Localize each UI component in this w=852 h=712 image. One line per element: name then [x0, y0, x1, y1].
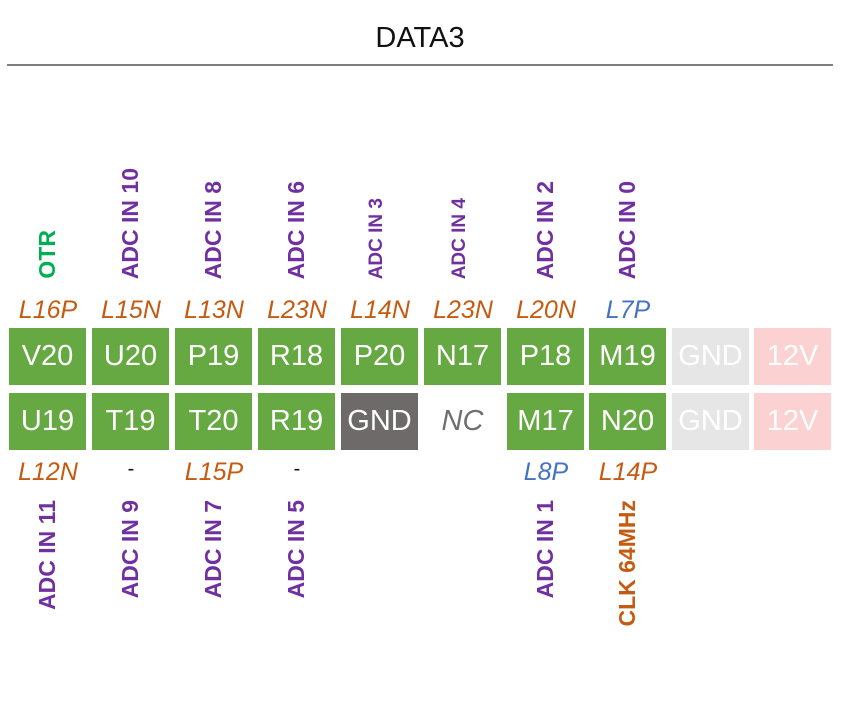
top-bank-label: L14N	[350, 296, 410, 324]
pin-r19: R19	[258, 393, 335, 450]
bottom-label-column: - ADC IN 9	[92, 458, 170, 648]
pin-12v: 12V	[754, 328, 831, 385]
bottom-signal-label: CLK 64MHz	[614, 500, 640, 627]
bottom-signal-label: ADC IN 9	[117, 500, 143, 599]
bottom-label-column	[424, 458, 502, 648]
bottom-bank-label: L14P	[598, 458, 658, 486]
pin-n17: N17	[424, 328, 501, 385]
top-label-column: ADC IN 3 L14N	[341, 150, 419, 325]
top-bank-label: L23N	[433, 296, 493, 324]
pin-v20: V20	[9, 328, 86, 385]
pin-u19: U19	[9, 393, 86, 450]
bottom-label-column: - ADC IN 5	[258, 458, 336, 648]
pin-gnd: GND	[672, 393, 749, 450]
bottom-bank-label: -	[293, 458, 301, 480]
pin-t20: T20	[175, 393, 252, 450]
title-divider	[7, 64, 833, 66]
top-signal-label: ADC IN 2	[532, 180, 558, 279]
bottom-label-column: L15P ADC IN 7	[175, 458, 253, 648]
top-bank-label: L16P	[18, 296, 78, 324]
pin-gnd: GND	[341, 393, 418, 450]
pin-m17: M17	[507, 393, 584, 450]
bottom-label-column: L12N ADC IN 11	[9, 458, 87, 648]
bottom-signal-label: ADC IN 5	[283, 500, 309, 599]
top-signal-label: ADC IN 4	[449, 197, 470, 279]
pin-12v: 12V	[754, 393, 831, 450]
bottom-bank-label: L8P	[523, 458, 569, 486]
pin-r18: R18	[258, 328, 335, 385]
pin-p20: P20	[341, 328, 418, 385]
pin-gnd: GND	[672, 328, 749, 385]
top-label-column: ADC IN 4 L23N	[424, 150, 502, 325]
bottom-bank-label: L12N	[18, 458, 78, 486]
top-label-column: ADC IN 8 L13N	[175, 150, 253, 325]
top-label-column: ADC IN 0 L7P	[589, 150, 667, 325]
top-bank-label: L13N	[184, 296, 244, 324]
bottom-signal-label: ADC IN 7	[200, 500, 226, 599]
top-bank-label: L15N	[101, 296, 161, 324]
top-signal-label: ADC IN 3	[366, 197, 387, 279]
bottom-label-column: L8P ADC IN 1	[507, 458, 585, 648]
bottom-bank-label: L15P	[184, 458, 244, 486]
bottom-label-column: L14P CLK 64MHz	[589, 458, 667, 648]
pin-p19: P19	[175, 328, 252, 385]
top-label-column: ADC IN 2 L20N	[507, 150, 585, 325]
pin-m19: M19	[589, 328, 666, 385]
pin-n20: N20	[589, 393, 666, 450]
top-signal-label: ADC IN 6	[283, 180, 309, 279]
pin-u20: U20	[92, 328, 169, 385]
top-bank-label: L20N	[516, 296, 576, 324]
pin-p18: P18	[507, 328, 584, 385]
bottom-signal-label: ADC IN 1	[532, 500, 558, 599]
pin-t19: T19	[92, 393, 169, 450]
top-signal-label: ADC IN 10	[117, 167, 143, 279]
top-label-column: ADC IN 10 L15N	[92, 150, 170, 325]
top-label-column: OTR L16P	[9, 150, 87, 325]
top-bank-label: L23N	[267, 296, 327, 324]
bottom-signal-label: ADC IN 11	[34, 500, 60, 610]
pin-nc: NC	[441, 405, 484, 437]
top-label-column: ADC IN 6 L23N	[258, 150, 336, 325]
bottom-bank-label: -	[127, 458, 135, 480]
top-signal-label: ADC IN 8	[200, 180, 226, 279]
diagram-title: DATA3	[375, 22, 465, 54]
top-signal-label: ADC IN 0	[614, 180, 640, 279]
top-bank-label: L7P	[605, 296, 651, 324]
top-signal-label: OTR	[34, 230, 60, 279]
bottom-label-column	[341, 458, 419, 648]
